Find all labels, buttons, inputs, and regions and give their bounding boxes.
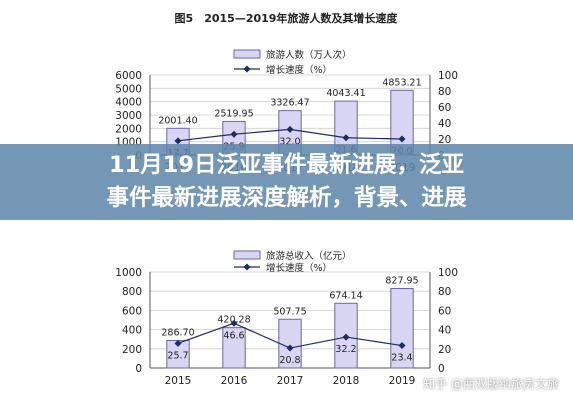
line-value-label: 23.4 [391, 353, 412, 364]
right-axis-tick-label: 0 [438, 363, 445, 375]
legend-bar-label: 旅游总收入（亿元） [266, 250, 352, 262]
left-axis-tick-label: 5000 [115, 83, 142, 95]
bar-value-label: 2519.95 [214, 108, 253, 119]
watermark-text: 知乎 @西双版纳旅房文旅 [423, 375, 559, 392]
overlay-title-line-1: 11月19日泛亚事件最新进展，泛亚 [0, 150, 573, 180]
left-axis-tick-label: 6000 [115, 70, 142, 82]
x-tick-label: 2016 [221, 375, 248, 387]
right-axis-tick-label: 80 [438, 86, 451, 98]
right-axis-tick-label: 60 [438, 305, 451, 317]
right-axis-tick-label: 80 [438, 286, 451, 298]
legend-line-marker [244, 66, 251, 73]
legend-bar-swatch [234, 50, 260, 58]
line-value-label: 20.8 [279, 355, 300, 366]
right-axis-tick-label: 100 [438, 267, 458, 279]
legend-line-marker [244, 264, 251, 271]
bar-value-label: 4853.21 [382, 77, 421, 88]
legend-bar-swatch [234, 251, 260, 259]
bar-value-label: 2001.40 [158, 115, 197, 126]
bar-value-label: 827.95 [385, 276, 418, 287]
bar-value-label: 674.14 [329, 290, 362, 301]
x-tick-label: 2015 [165, 375, 192, 387]
bar-value-label: 4043.41 [326, 88, 365, 99]
x-tick-label: 2018 [333, 375, 360, 387]
left-axis-tick-label: 2000 [115, 123, 142, 135]
x-tick-label: 2017 [277, 375, 304, 387]
overlay-title-line-2: 事件最新进展深度解析，背景、进展 [0, 183, 573, 213]
left-axis-tick-label: 4000 [115, 97, 142, 109]
right-axis-tick-label: 40 [438, 118, 451, 130]
legend-line-label: 增长速度（%） [266, 64, 332, 76]
right-axis-tick-label: 20 [438, 344, 451, 356]
left-axis-tick-label: 0 [135, 363, 142, 375]
left-axis-tick-label: 600 [122, 305, 142, 317]
right-axis-tick-label: 60 [438, 102, 451, 114]
legend-bar-label: 旅游人数（万人次） [266, 49, 352, 61]
right-axis-tick-label: 100 [438, 70, 458, 82]
left-axis-tick-label: 800 [122, 286, 142, 298]
bar-value-label: 286.70 [161, 327, 194, 338]
left-axis-tick-label: 1000 [115, 267, 142, 279]
bar-value-label: 507.75 [273, 306, 306, 317]
chart-title: 图5 2015—2019年旅游人数及其增长速度 [175, 11, 399, 25]
left-axis-tick-label: 3000 [115, 110, 142, 122]
x-tick-label: 2019 [389, 375, 416, 387]
legend-line-label: 增长速度（%） [266, 262, 332, 274]
line-value-label: 32.2 [335, 344, 356, 355]
line-value-label: 46.6 [223, 330, 244, 341]
line-value-label: 25.7 [167, 350, 188, 361]
left-axis-tick-label: 200 [122, 344, 142, 356]
bar-value-label: 3326.47 [270, 98, 309, 109]
right-axis-tick-label: 40 [438, 325, 451, 337]
left-axis-tick-label: 400 [122, 325, 142, 337]
